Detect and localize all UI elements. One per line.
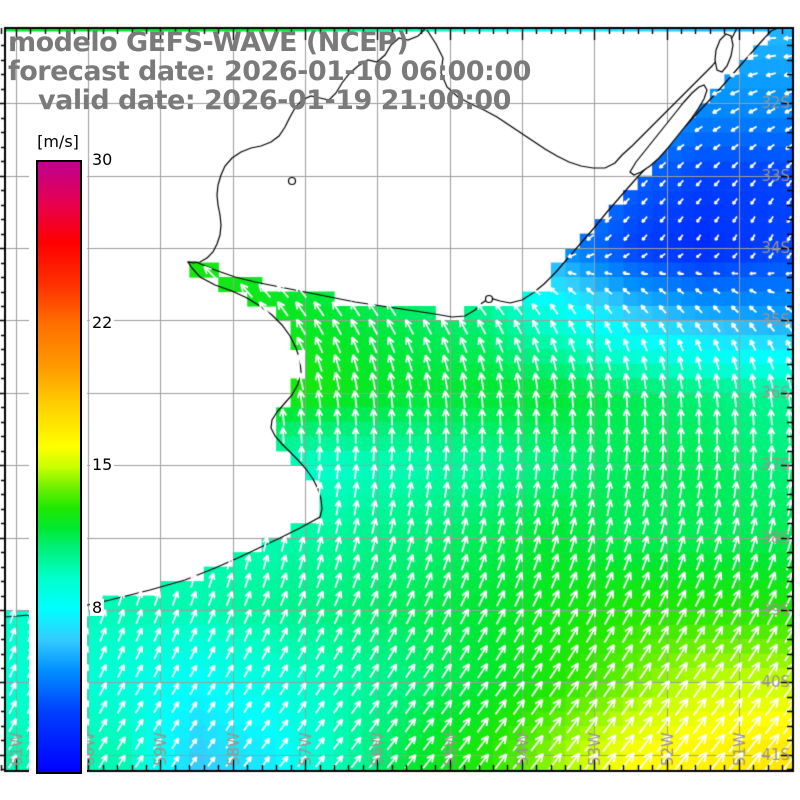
colorbar-tick-30: 30 — [90, 150, 115, 169]
valid-date: valid date: 2026-01-19 21:00:00 — [38, 85, 511, 116]
colorbar-tick-8: 8 — [90, 598, 105, 617]
colorbar-tick-22: 22 — [90, 313, 115, 332]
colorbar-gradient — [36, 160, 82, 774]
forecast-date: forecast date: 2026-01-10 06:00:00 — [8, 56, 531, 87]
colorbar: [m/s] — [29, 130, 87, 776]
model-name: modelo GEFS-WAVE (NCEP) — [8, 27, 409, 58]
plot-title: modelo GEFS-WAVE (NCEP) forecast date: 2… — [8, 28, 531, 115]
colorbar-unit-label: [m/s] — [31, 132, 85, 151]
colorbar-tick-15: 15 — [90, 455, 115, 474]
